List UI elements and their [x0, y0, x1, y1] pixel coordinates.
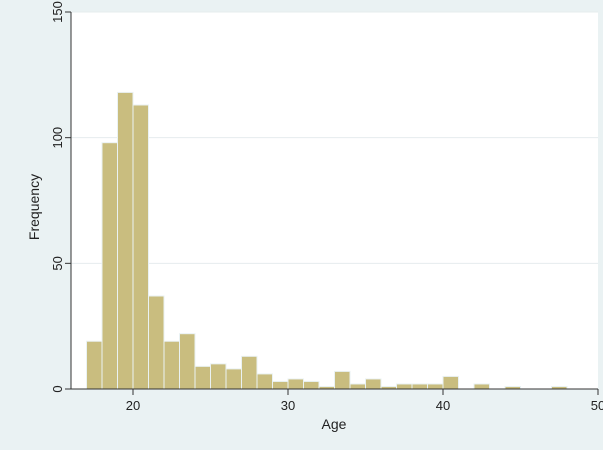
histogram-bar [256, 373, 273, 390]
histogram-bar [210, 363, 227, 390]
histogram-bar [132, 104, 149, 390]
histogram-bar [194, 365, 211, 390]
histogram-bar [303, 380, 320, 390]
histogram-bar [287, 378, 304, 390]
histogram-bar [427, 383, 444, 390]
y-tick-label: 0 [50, 385, 65, 392]
axes: 0 50 100 150 20 30 40 50 [50, 1, 603, 413]
histogram-bar [272, 380, 289, 390]
gridlines [71, 11, 598, 264]
y-tick-label: 150 [50, 1, 65, 23]
histogram-bar [411, 383, 428, 390]
histogram-bar [101, 142, 118, 390]
histogram-bar [163, 340, 180, 390]
y-tick-label: 100 [50, 127, 65, 149]
y-axis-label: Frequency [26, 174, 42, 240]
histogram-bar [396, 383, 413, 390]
histogram-bar [179, 333, 196, 390]
y-tick-label: 50 [50, 256, 65, 270]
histogram-bar [473, 383, 490, 390]
histogram-bar [241, 355, 258, 390]
x-tick-label: 40 [436, 398, 450, 413]
histogram-bar [442, 375, 459, 390]
histogram-bar [334, 370, 351, 390]
histogram-bar [86, 340, 103, 390]
histogram-bar [349, 383, 366, 390]
histogram-bar [365, 378, 382, 390]
bars [86, 91, 568, 390]
histogram-bar [148, 295, 165, 390]
histogram-bar [117, 91, 134, 390]
histogram-bar [225, 368, 242, 390]
x-tick-label: 20 [126, 398, 140, 413]
x-tick-label: 30 [281, 398, 295, 413]
x-tick-label: 50 [591, 398, 603, 413]
x-axis-label: Age [322, 416, 347, 432]
